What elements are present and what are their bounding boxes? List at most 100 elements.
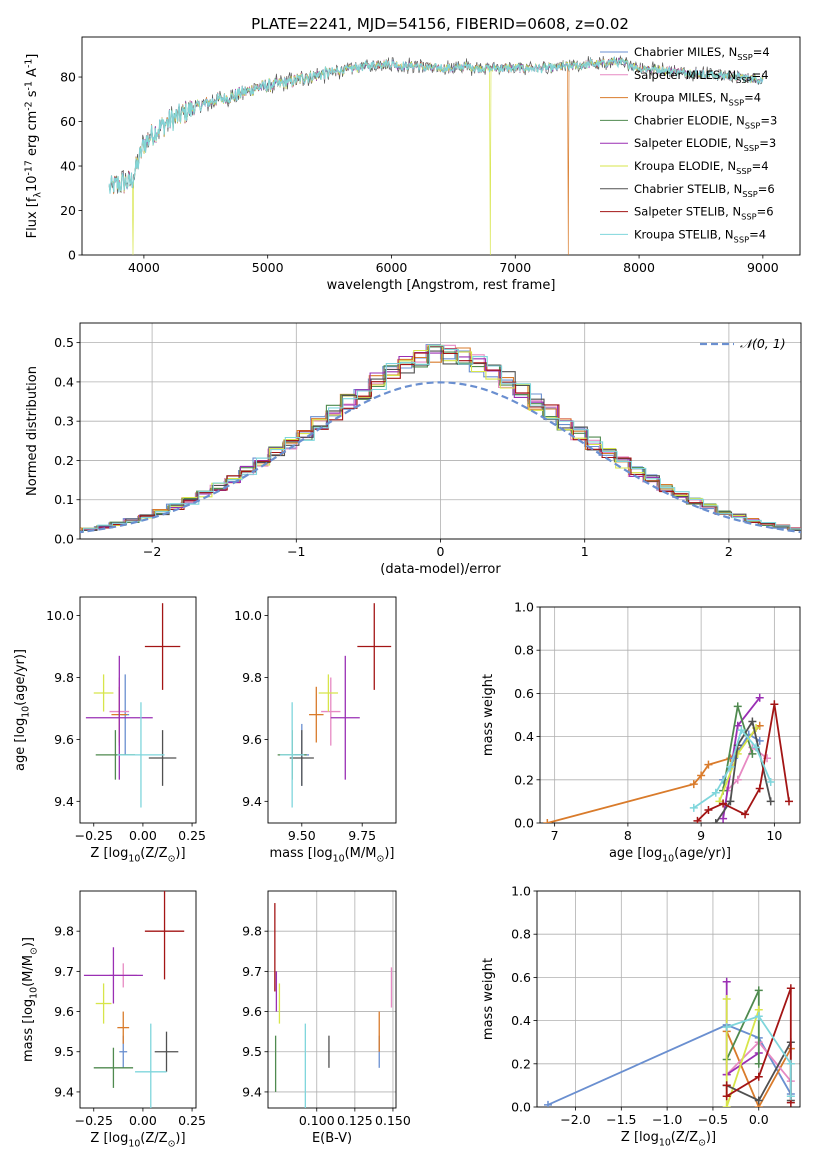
x-tick-label: 7000 (499, 260, 531, 275)
plot-mass_weight_vs_z: −2.0 −1.5 −1.0 −0.5 0.0 0.0 0.2 0.4 0.6 0.8 1.0 Z [… (481, 884, 801, 1149)
plot-area (108, 55, 764, 255)
marker-kroupa_stelib (726, 762, 735, 771)
marker-kroupa_stelib (689, 803, 698, 812)
marker-salpeter_stelib (770, 700, 779, 709)
plot-area (85, 603, 181, 808)
y-tick-label: 9.6 (242, 732, 262, 747)
plot-age_vs_mass: 9.50 9.75 9.4 9.6 9.8 10.0 mass [log10(M/M⊙)] (234, 596, 397, 865)
legend-entry: 𝒩(0, 1) (740, 336, 786, 351)
y-axis-label: Flux [fλ10-17 erg cm-2 s-1 A-1] (23, 54, 43, 239)
y-axis-label: mass weight (481, 958, 496, 1040)
normal-curve (80, 381, 801, 534)
y-tick-label: 20 (60, 203, 76, 218)
y-tick-label: 9.8 (54, 670, 74, 685)
marker-kroupa_miles (697, 771, 706, 780)
y-tick-label: 60 (60, 114, 76, 129)
spectrum-line-kroupa_miles (108, 57, 764, 255)
x-tick-label: −2.0 (560, 1112, 590, 1127)
line-kroupa_stelib (693, 728, 772, 809)
marker-chabrier_elodie (754, 1059, 763, 1068)
x-tick-label: −1.5 (606, 1112, 636, 1127)
plot-area (543, 693, 794, 823)
marker-salpeter_stelib (719, 799, 728, 808)
marker-kroupa_stelib (737, 726, 746, 735)
y-tick-label: 0.6 (514, 686, 534, 701)
y-tick-label: 0.6 (511, 970, 531, 985)
line-chabrier_miles (547, 1023, 792, 1106)
x-tick-label: 0.0 (749, 1112, 769, 1127)
marker-salpeter_miles (733, 775, 742, 784)
marker-salpeter_stelib (693, 816, 702, 823)
y-tick-label: 0.5 (54, 335, 74, 350)
legend-entry: Salpeter ELODIE, NSSP=3 (634, 136, 776, 153)
y-tick-label: 9.7 (54, 964, 74, 979)
x-axis-label: Z [log10(Z/Z⊙)] (90, 1131, 185, 1150)
legend-entry: Kroupa ELODIE, NSSP=4 (634, 159, 769, 176)
marker-chabrier_elodie (733, 702, 742, 711)
y-tick-label: 0.0 (514, 816, 534, 831)
x-axis-label: Z [log10(Z/Z⊙)] (90, 846, 185, 865)
marker-kroupa_miles (543, 819, 552, 823)
x-tick-label: 9000 (747, 260, 779, 275)
y-tick-label: 0.8 (511, 927, 531, 942)
x-tick-label: −0.25 (75, 1113, 113, 1128)
y-tick-label: 10.0 (46, 608, 74, 623)
marker-salpeter_elodie (755, 693, 764, 702)
plots: 4000 5000 6000 7000 8000 9000020406080wavelen… (13, 36, 802, 1150)
x-axis-label: E(B-V) (312, 1131, 352, 1146)
axes-frame (536, 890, 801, 1108)
y-tick-label: 0.8 (514, 643, 534, 658)
x-tick-label: 8 (624, 828, 632, 843)
x-tick-label: 9 (697, 828, 705, 843)
marker-chabrier_stelib (711, 819, 720, 823)
y-tick-label: 9.4 (54, 794, 74, 809)
marker-kroupa_stelib (722, 1023, 731, 1032)
figure-title: PLATE=2241, MJD=54156, FIBERID=0608, z=0… (251, 15, 629, 33)
legend-entry: Chabrier ELODIE, NSSP=3 (634, 113, 777, 130)
x-axis-label: age [log10(age/yr)] (609, 846, 731, 865)
x-tick-label: 8000 (623, 260, 655, 275)
legend-entry: Kroupa MILES, NSSP=4 (634, 91, 761, 108)
x-tick-label: 2 (725, 544, 733, 559)
marker-salpeter_stelib (722, 1092, 731, 1101)
plot-mass_weight_vs_age: 7 8 9 10 0.0 0.2 0.4 0.6 0.8 1.0 age [log10(age/yr… (481, 600, 801, 865)
marker-chabrier_stelib (726, 797, 735, 806)
y-tick-label: 0.4 (514, 729, 534, 744)
marker-salpeter_stelib (755, 784, 764, 793)
y-tick-label: 0.1 (54, 492, 74, 507)
line-kroupa_stelib (726, 1015, 792, 1097)
x-tick-label: 0.25 (178, 828, 206, 843)
marker-salpeter_elodie (722, 977, 731, 986)
y-tick-label: 0.0 (511, 1100, 531, 1115)
marker-salpeter_stelib (722, 1081, 731, 1090)
x-axis-label: wavelength [Angstrom, rest frame] (327, 278, 556, 293)
x-tick-label: 6000 (376, 260, 408, 275)
marker-kroupa_elodie (722, 1103, 731, 1107)
legend-entry: Kroupa STELIB, NSSP=4 (634, 227, 766, 244)
marker-salpeter_elodie (719, 814, 728, 823)
x-tick-label: 0.25 (178, 1113, 206, 1128)
spectrum-line-kroupa_stelib (108, 56, 764, 194)
marker-kroupa_miles (689, 780, 698, 789)
y-tick-label: 9.8 (242, 924, 262, 939)
marker-kroupa_stelib (766, 777, 775, 786)
marker-kroupa_miles (704, 760, 713, 769)
x-tick-label: 1 (581, 544, 589, 559)
axes-frame (79, 890, 197, 1109)
y-axis-label: age [log10(age/yr)] (13, 649, 32, 771)
x-tick-label: 0 (437, 544, 445, 559)
x-tick-label: −1.0 (652, 1112, 682, 1127)
x-tick-label: 5000 (252, 260, 284, 275)
x-tick-label: 4000 (128, 260, 160, 275)
marker-chabrier_miles (543, 1100, 552, 1107)
x-tick-label: 10 (766, 828, 782, 843)
marker-chabrier_stelib (754, 1096, 763, 1105)
y-tick-label: 0.0 (54, 532, 74, 547)
y-tick-label: 0.4 (54, 374, 74, 389)
axes-frame (79, 322, 802, 540)
axes-frame (81, 36, 801, 256)
line-kroupa_miles (547, 725, 761, 823)
plot-mass_vs_z: −0.25 0.00 0.25 9.4 9.5 9.6 9.7 9.8 Z [log10(Z/Z… (21, 890, 206, 1150)
axes-frame (539, 606, 801, 824)
